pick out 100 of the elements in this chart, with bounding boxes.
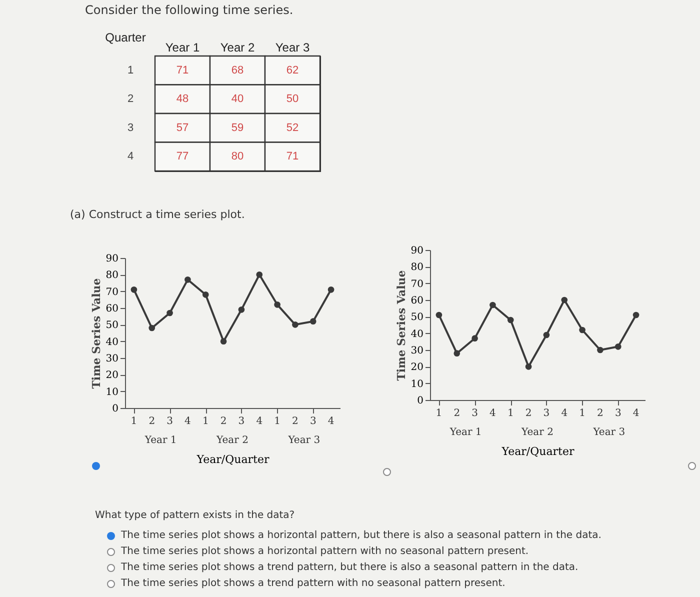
x-tick-label: 3 xyxy=(166,416,173,427)
point xyxy=(220,338,227,344)
y-tick-label: 70 xyxy=(410,278,424,290)
data-label: 57 xyxy=(176,122,189,134)
y-tick-label: 50 xyxy=(410,312,424,324)
x-tick-label: 1 xyxy=(202,416,209,427)
x-tick-label: Year 2 xyxy=(220,40,255,54)
x-tick-label: Year 3 xyxy=(275,40,310,54)
data-label: 40 xyxy=(231,93,244,106)
point xyxy=(597,346,604,354)
y-tick-label: 70 xyxy=(106,286,118,298)
x-tick-label: 2 xyxy=(597,408,604,419)
x-tick-label: 4 xyxy=(184,416,191,427)
text: The time series plot shows a trend pattern with no seasonal pattern present. xyxy=(121,577,506,591)
point xyxy=(436,312,442,318)
point xyxy=(525,364,532,370)
point xyxy=(472,335,478,342)
point xyxy=(454,350,460,356)
data-label: 48 xyxy=(176,93,189,106)
point xyxy=(507,316,514,324)
x-tick-label: 2 xyxy=(454,408,460,419)
x-tick-label: 3 xyxy=(543,408,550,419)
x-tick-label: 2 xyxy=(292,416,298,427)
text: (a) Construct a time series plot. xyxy=(70,208,245,221)
y-tick-label: 50 xyxy=(106,320,118,332)
text: Year 2 xyxy=(520,427,554,438)
point xyxy=(310,318,316,324)
x-axis-title: Year/Quarter xyxy=(196,453,270,466)
chart-title: Consider the following time series. xyxy=(85,3,294,17)
x-tick-label: 4 xyxy=(561,408,568,419)
x-tick-label: 2 xyxy=(220,416,227,427)
y-tick-label: 0 xyxy=(417,396,424,406)
point xyxy=(202,292,209,298)
y-tick-label: 40 xyxy=(106,336,118,348)
data-label: 71 xyxy=(176,64,189,76)
y-tick-label: 1 xyxy=(127,64,134,76)
text: Year 3 xyxy=(592,427,626,438)
y-tick-label: 40 xyxy=(410,328,424,340)
data-label: 50 xyxy=(286,93,299,106)
data-label: 52 xyxy=(286,122,299,134)
point xyxy=(328,286,334,293)
y-tick-label: 90 xyxy=(410,246,424,256)
y-tick-label: 90 xyxy=(106,254,118,264)
x-axis-title: Year/Quarter xyxy=(500,445,575,458)
point xyxy=(130,286,138,293)
point xyxy=(292,322,298,328)
y-tick-label: 0 xyxy=(112,404,118,414)
y-tick-label: 20 xyxy=(106,370,118,382)
point xyxy=(166,310,173,316)
x-tick-label: 4 xyxy=(632,408,640,419)
y-tick-label: 60 xyxy=(106,304,118,314)
y-tick-label: 60 xyxy=(410,296,424,306)
x-tick-label: 2 xyxy=(148,416,156,427)
text: Year 3 xyxy=(287,435,320,446)
y-tick-label: 4 xyxy=(127,150,134,163)
point xyxy=(148,324,156,332)
x-tick-label: 1 xyxy=(274,416,280,427)
x-tick-label: 3 xyxy=(472,408,478,419)
y-axis-title: Quarter xyxy=(105,30,146,44)
data-label: 59 xyxy=(231,122,244,134)
data-label: 68 xyxy=(231,64,244,76)
point xyxy=(579,326,586,334)
y-axis-title: Time Series Value xyxy=(394,270,408,381)
x-tick-label: 1 xyxy=(436,408,442,419)
x-tick-label: 4 xyxy=(256,416,263,427)
y-tick-label: 30 xyxy=(106,354,118,364)
text: The time series plot shows a trend pattern, but there is also a seasonal pattern in the data. xyxy=(121,561,578,575)
x-tick-label: Year 1 xyxy=(165,40,200,54)
x-tick-label: 4 xyxy=(328,416,334,427)
point xyxy=(184,276,191,283)
point xyxy=(543,332,550,338)
y-tick-label: 30 xyxy=(410,346,424,356)
y-tick-label: 80 xyxy=(106,270,118,282)
y-tick-label: 10 xyxy=(106,386,118,398)
x-tick-label: 3 xyxy=(310,416,316,427)
data-label: 77 xyxy=(176,150,189,163)
text: What type of pattern exists in the data? xyxy=(95,509,296,523)
point xyxy=(256,272,263,278)
x-tick-label: 3 xyxy=(614,408,622,419)
x-tick-label: 2 xyxy=(525,408,532,419)
data-label: 62 xyxy=(286,64,299,76)
x-tick-label: 1 xyxy=(579,408,586,419)
text: Year 2 xyxy=(216,435,248,446)
x-tick-label: 4 xyxy=(490,408,496,419)
y-tick-label: 10 xyxy=(410,378,424,390)
point xyxy=(274,302,280,308)
y-tick-label: 3 xyxy=(127,122,134,134)
y-tick-label: 2 xyxy=(127,93,134,106)
data-label: 71 xyxy=(286,150,299,163)
y-tick-label: 80 xyxy=(410,262,424,274)
point xyxy=(490,302,496,308)
point xyxy=(632,312,640,318)
point xyxy=(561,296,568,304)
data-label: 80 xyxy=(231,150,244,163)
text: Year 1 xyxy=(144,435,177,446)
point xyxy=(238,306,245,313)
text: The time series plot shows a horizontal pattern, but there is also a seasonal pattern in the data. xyxy=(121,529,602,543)
x-tick-label: 3 xyxy=(238,416,245,427)
x-tick-label: 1 xyxy=(507,408,514,419)
text: The time series plot shows a horizontal pattern with no seasonal pattern present. xyxy=(121,545,529,559)
